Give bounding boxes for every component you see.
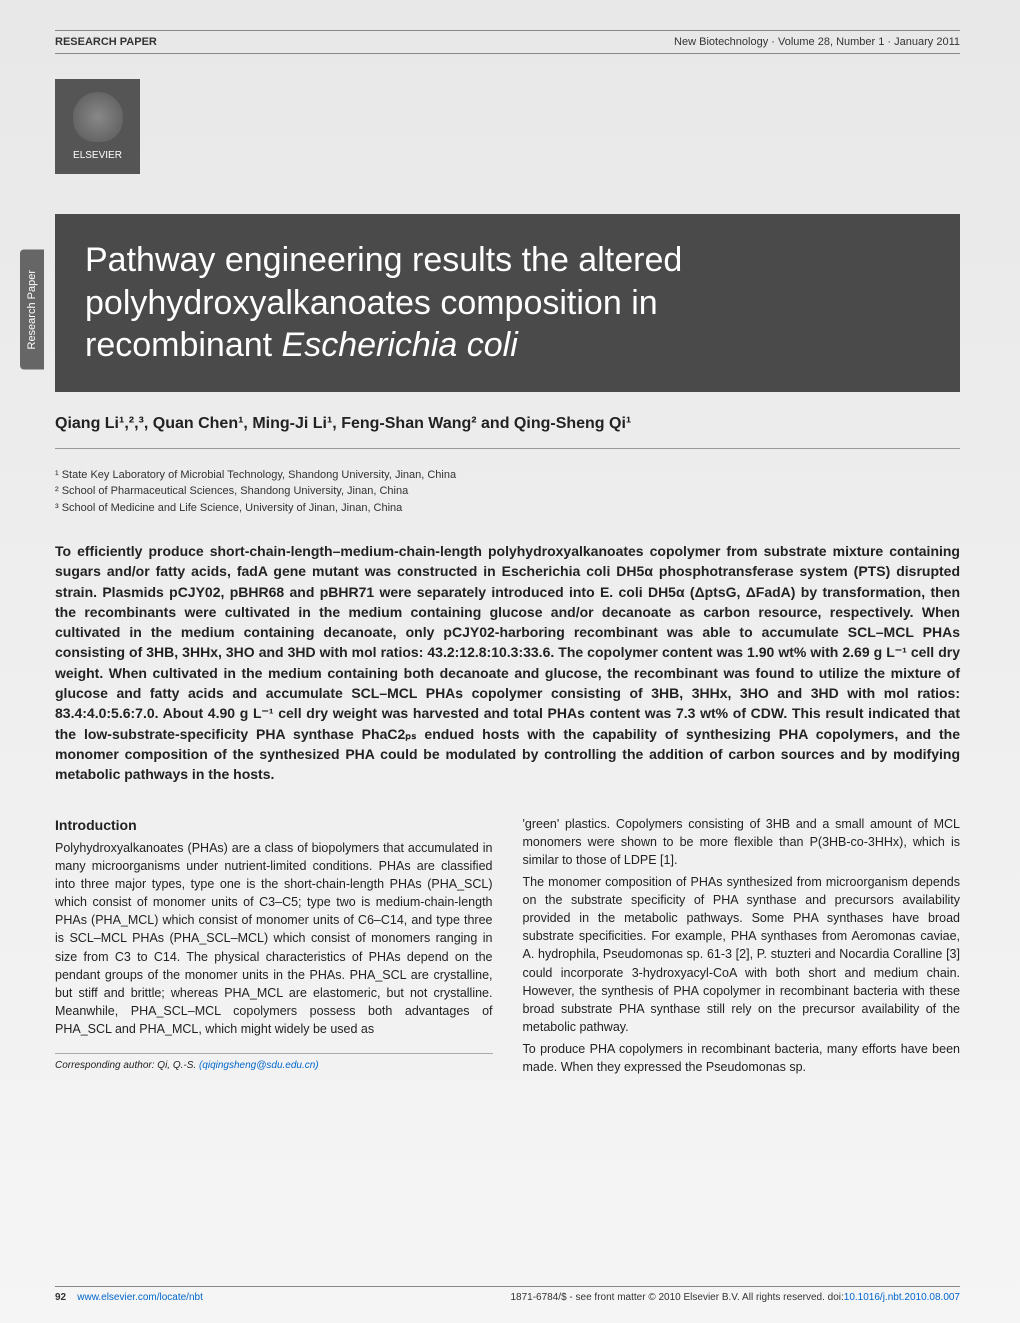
footer-bar: 92 www.elsevier.com/locate/nbt 1871-6784… bbox=[55, 1286, 960, 1303]
body-column-left: Introduction Polyhydroxyalkanoates (PHAs… bbox=[55, 815, 493, 1081]
title-line-1: Pathway engineering results the altered bbox=[85, 241, 682, 279]
intro-paragraph-3: The monomer composition of PHAs synthesi… bbox=[523, 873, 961, 1036]
corresponding-label: Corresponding author: Qi, Q.-S. bbox=[55, 1060, 199, 1071]
affiliation-2: ² School of Pharmaceutical Sciences, Sha… bbox=[55, 483, 960, 500]
introduction-heading: Introduction bbox=[55, 815, 493, 835]
corresponding-author: Corresponding author: Qi, Q.-S. (qiqings… bbox=[55, 1053, 493, 1074]
abstract-text: To efficiently produce short-chain-lengt… bbox=[55, 541, 960, 785]
article-title-block: Pathway engineering results the altered … bbox=[55, 214, 960, 392]
affiliation-1: ¹ State Key Laboratory of Microbial Tech… bbox=[55, 467, 960, 484]
intro-paragraph-2: 'green' plastics. Copolymers consisting … bbox=[523, 815, 961, 869]
intro-paragraph-4: To produce PHA copolymers in recombinant… bbox=[523, 1040, 961, 1076]
affiliations-block: ¹ State Key Laboratory of Microbial Tech… bbox=[55, 467, 960, 517]
authors-line: Qiang Li¹,²,³, Quan Chen¹, Ming-Ji Li¹, … bbox=[55, 407, 960, 449]
header-journal-info: New Biotechnology · Volume 28, Number 1 … bbox=[674, 36, 960, 48]
page-number: 92 bbox=[55, 1292, 66, 1303]
elsevier-tree-icon bbox=[73, 92, 123, 142]
body-column-right: 'green' plastics. Copolymers consisting … bbox=[523, 815, 961, 1081]
header-bar: RESEARCH PAPER New Biotechnology · Volum… bbox=[55, 30, 960, 54]
body-columns: Introduction Polyhydroxyalkanoates (PHAs… bbox=[55, 815, 960, 1081]
doi-link[interactable]: 10.1016/j.nbt.2010.08.007 bbox=[844, 1292, 960, 1303]
title-line-3-italic: Escherichia coli bbox=[282, 326, 518, 364]
footer-left: 92 www.elsevier.com/locate/nbt bbox=[55, 1292, 203, 1303]
footer-right: 1871-6784/$ - see front matter © 2010 El… bbox=[510, 1292, 960, 1303]
title-line-2: polyhydroxyalkanoates composition in bbox=[85, 284, 658, 322]
page-wrapper: Research Paper RESEARCH PAPER New Biotec… bbox=[0, 0, 1020, 1323]
publisher-logo: ELSEVIER bbox=[55, 79, 140, 174]
header-section-label: RESEARCH PAPER bbox=[55, 36, 157, 48]
title-line-3-pre: recombinant bbox=[85, 326, 282, 364]
copyright-text: 1871-6784/$ - see front matter © 2010 El… bbox=[510, 1292, 843, 1303]
side-tab: Research Paper bbox=[20, 250, 44, 370]
article-title: Pathway engineering results the altered … bbox=[85, 239, 930, 367]
publisher-name: ELSEVIER bbox=[73, 150, 122, 161]
corresponding-email-link[interactable]: (qiqingsheng@sdu.edu.cn) bbox=[199, 1060, 319, 1071]
intro-paragraph-1: Polyhydroxyalkanoates (PHAs) are a class… bbox=[55, 839, 493, 1038]
journal-url-link[interactable]: www.elsevier.com/locate/nbt bbox=[77, 1292, 203, 1303]
affiliation-3: ³ School of Medicine and Life Science, U… bbox=[55, 500, 960, 517]
